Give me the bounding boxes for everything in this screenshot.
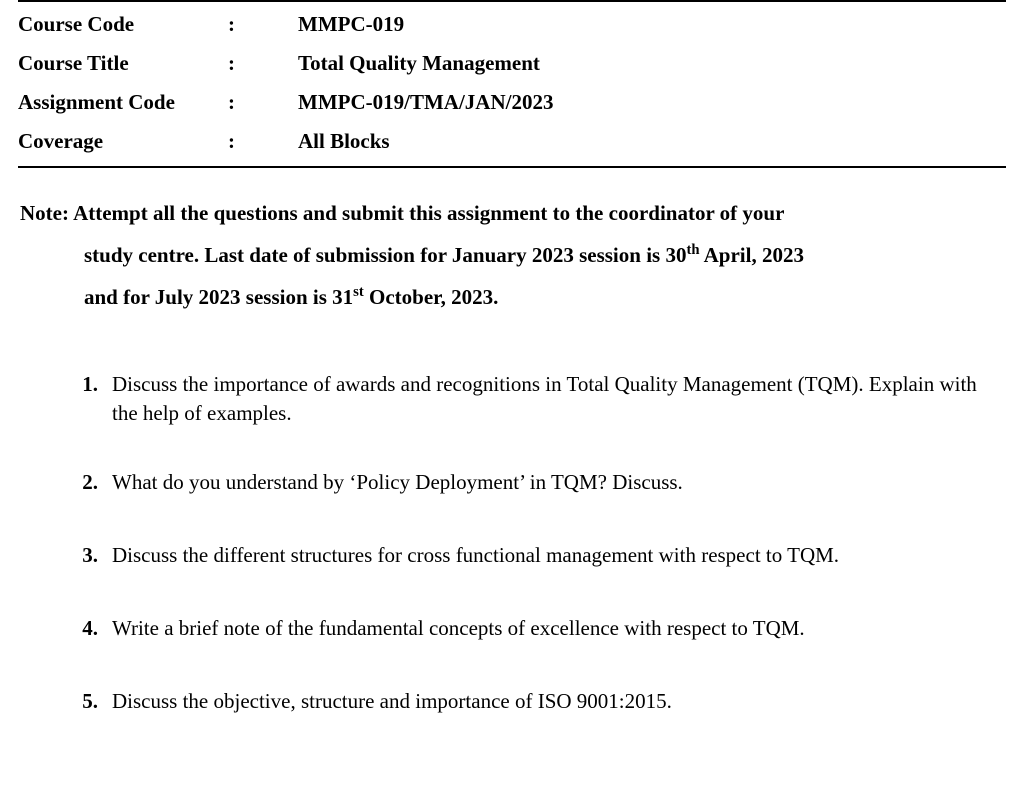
note-text: Attempt all the questions and submit thi… bbox=[73, 201, 784, 225]
header-colon: : bbox=[228, 90, 298, 115]
header-row-course-code: Course Code : MMPC-019 bbox=[18, 12, 1006, 37]
note-text: April, 2023 bbox=[700, 243, 804, 267]
question-item: 1. Discuss the importance of awards and … bbox=[68, 370, 996, 428]
header-label: Course Title bbox=[18, 51, 228, 76]
question-number: 1. bbox=[68, 370, 102, 399]
header-label: Course Code bbox=[18, 12, 228, 37]
header-colon: : bbox=[228, 51, 298, 76]
question-item: 5. Discuss the objective, structure and … bbox=[68, 687, 996, 716]
header-value: MMPC-019/TMA/JAN/2023 bbox=[298, 90, 1006, 115]
ordinal-sup: st bbox=[353, 284, 364, 300]
header-row-course-title: Course Title : Total Quality Management bbox=[18, 51, 1006, 76]
question-item: 4. Write a brief note of the fundamental… bbox=[68, 614, 996, 643]
header-row-assignment-code: Assignment Code : MMPC-019/TMA/JAN/2023 bbox=[18, 90, 1006, 115]
note-text: October, 2023. bbox=[364, 285, 499, 309]
question-text: Write a brief note of the fundamental co… bbox=[102, 614, 996, 643]
note-block: Note: Attempt all the questions and subm… bbox=[18, 192, 1006, 318]
questions-list: 1. Discuss the importance of awards and … bbox=[18, 370, 1006, 716]
question-number: 5. bbox=[68, 687, 102, 716]
assignment-page: Course Code : MMPC-019 Course Title : To… bbox=[0, 0, 1024, 716]
question-text: Discuss the objective, structure and imp… bbox=[102, 687, 996, 716]
note-text: study centre. Last date of submission fo… bbox=[84, 243, 686, 267]
header-colon: : bbox=[228, 129, 298, 154]
ordinal-sup: th bbox=[686, 242, 699, 258]
header-row-coverage: Coverage : All Blocks bbox=[18, 129, 1006, 154]
question-number: 4. bbox=[68, 614, 102, 643]
header-value: MMPC-019 bbox=[298, 12, 1006, 37]
header-value: Total Quality Management bbox=[298, 51, 1006, 76]
note-line2: study centre. Last date of submission fo… bbox=[20, 234, 1006, 276]
question-number: 3. bbox=[68, 541, 102, 570]
note-prefix: Note: bbox=[20, 201, 69, 225]
header-label: Assignment Code bbox=[18, 90, 228, 115]
question-text: Discuss the different structures for cro… bbox=[102, 541, 996, 570]
question-item: 3. Discuss the different structures for … bbox=[68, 541, 996, 570]
question-number: 2. bbox=[68, 468, 102, 497]
question-text: Discuss the importance of awards and rec… bbox=[102, 370, 996, 428]
question-item: 2. What do you understand by ‘Policy Dep… bbox=[68, 468, 996, 497]
question-text: What do you understand by ‘Policy Deploy… bbox=[102, 468, 996, 497]
note-line3: and for July 2023 session is 31st Octobe… bbox=[20, 276, 1006, 318]
header-value: All Blocks bbox=[298, 129, 1006, 154]
note-text: and for July 2023 session is 31 bbox=[84, 285, 353, 309]
header-table: Course Code : MMPC-019 Course Title : To… bbox=[18, 0, 1006, 168]
header-label: Coverage bbox=[18, 129, 228, 154]
header-colon: : bbox=[228, 12, 298, 37]
